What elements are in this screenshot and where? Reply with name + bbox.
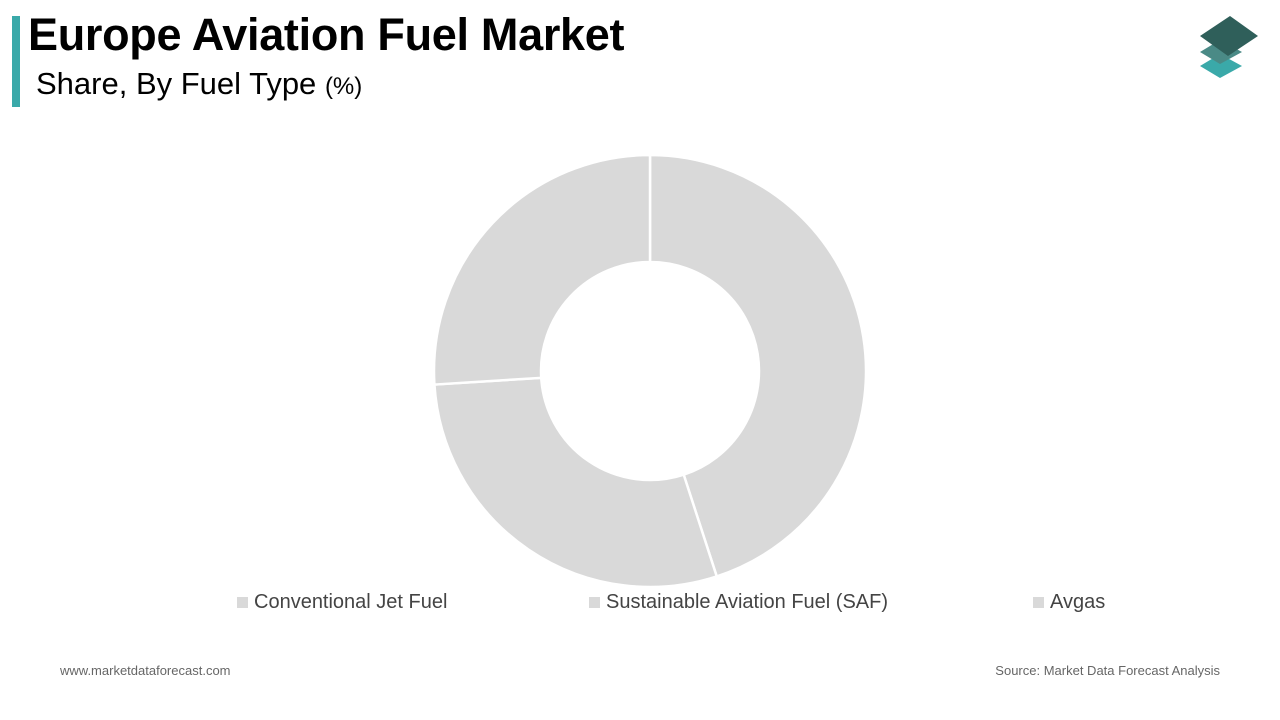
legend-label: Sustainable Aviation Fuel (SAF) [606, 590, 889, 613]
legend-item-avgas: Avgas [1033, 588, 1105, 616]
legend-label: Conventional Jet Fuel [254, 590, 448, 613]
donut-slices [432, 153, 868, 589]
logo-layer-middle [1200, 40, 1242, 64]
chart-legend: Conventional Jet Fuel Sustainable Aviati… [0, 588, 1280, 616]
subtitle-text: Share, By Fuel Type [36, 66, 317, 101]
donut-slice-sustainable-aviation-fuel-saf [433, 376, 719, 589]
stacked-layers-icon [1200, 16, 1258, 78]
footer-source: Source: Market Data Forecast Analysis [995, 663, 1220, 678]
legend-swatch [237, 596, 248, 608]
chart-title: Europe Aviation Fuel Market [28, 9, 625, 60]
donut-slice-avgas [432, 153, 652, 386]
logo-layer-top [1200, 16, 1258, 56]
logo-layer-bottom [1200, 54, 1242, 78]
donut-chart [432, 153, 868, 589]
title-accent-bar [12, 16, 20, 107]
legend-item-conventional-jet-fuel: Conventional Jet Fuel [237, 588, 447, 616]
footer-website: www.marketdataforecast.com [60, 663, 231, 678]
legend-item-saf: Sustainable Aviation Fuel (SAF) [589, 588, 888, 616]
subtitle-unit: (%) [324, 73, 363, 100]
legend-swatch [1033, 596, 1044, 608]
legend-swatch [589, 596, 600, 608]
donut-slice-conventional-jet-fuel [648, 153, 868, 579]
legend-label: Avgas [1050, 590, 1106, 613]
chart-subtitle: Share, By Fuel Type (%) [36, 64, 362, 107]
